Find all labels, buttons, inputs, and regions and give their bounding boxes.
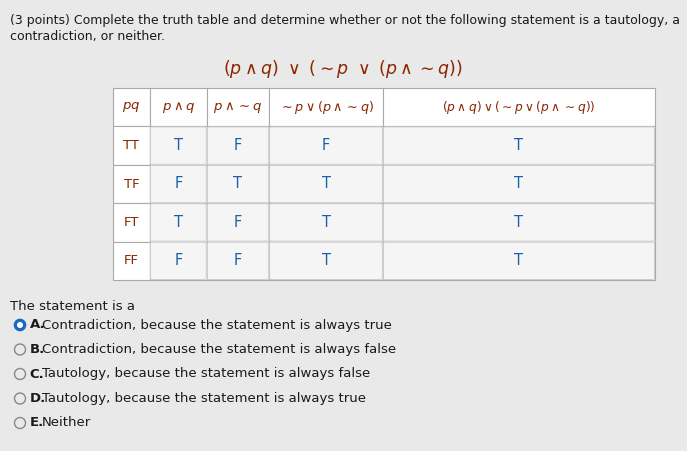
- Bar: [207, 126, 269, 165]
- Text: TF: TF: [124, 178, 139, 190]
- Bar: [269, 203, 383, 242]
- Bar: [383, 88, 655, 126]
- Text: Contradiction, because the statement is always false: Contradiction, because the statement is …: [42, 343, 396, 356]
- FancyBboxPatch shape: [383, 204, 655, 241]
- Text: F: F: [174, 253, 183, 268]
- Text: TT: TT: [124, 139, 139, 152]
- Text: T: T: [234, 176, 243, 192]
- Bar: [383, 242, 655, 280]
- Text: $\sim p \vee (p\wedge \sim q)$: $\sim p \vee (p\wedge \sim q)$: [278, 99, 374, 116]
- Text: T: T: [322, 253, 330, 268]
- FancyBboxPatch shape: [207, 242, 269, 280]
- Text: FF: FF: [124, 254, 139, 267]
- Bar: [269, 165, 383, 203]
- Text: T: T: [174, 138, 183, 153]
- Bar: [113, 165, 150, 203]
- Bar: [207, 165, 269, 203]
- Bar: [150, 126, 207, 165]
- FancyBboxPatch shape: [207, 127, 269, 164]
- Circle shape: [14, 368, 25, 379]
- Bar: [269, 242, 383, 280]
- FancyBboxPatch shape: [383, 242, 655, 280]
- Bar: [150, 165, 207, 203]
- Text: F: F: [174, 176, 183, 192]
- Bar: [207, 242, 269, 280]
- Text: E.: E.: [30, 417, 44, 429]
- Text: $(p \wedge q) \vee (\sim p \vee (p\wedge \sim q))$: $(p \wedge q) \vee (\sim p \vee (p\wedge…: [442, 99, 596, 116]
- Circle shape: [14, 393, 25, 404]
- FancyBboxPatch shape: [150, 166, 206, 202]
- Text: F: F: [234, 253, 242, 268]
- Bar: [207, 88, 269, 126]
- Text: T: T: [515, 176, 523, 192]
- Circle shape: [14, 344, 25, 355]
- FancyBboxPatch shape: [150, 204, 206, 241]
- FancyBboxPatch shape: [269, 127, 383, 164]
- Text: $(p \wedge q)\ \vee\ (\sim p\ \vee\ (p\wedge \sim q))$: $(p \wedge q)\ \vee\ (\sim p\ \vee\ (p\w…: [223, 58, 463, 80]
- Text: (3 points) Complete the truth table and determine whether or not the following s: (3 points) Complete the truth table and …: [10, 14, 680, 27]
- Bar: [383, 126, 655, 165]
- Bar: [113, 242, 150, 280]
- FancyBboxPatch shape: [269, 204, 383, 241]
- Text: $pq$: $pq$: [122, 100, 141, 114]
- Text: T: T: [322, 215, 330, 230]
- Circle shape: [14, 418, 25, 428]
- Text: T: T: [515, 253, 523, 268]
- Text: Tautology, because the statement is always false: Tautology, because the statement is alwa…: [42, 368, 370, 381]
- Text: D.: D.: [30, 392, 46, 405]
- Text: F: F: [234, 215, 242, 230]
- Text: C.: C.: [30, 368, 44, 381]
- Text: T: T: [174, 215, 183, 230]
- FancyBboxPatch shape: [269, 242, 383, 280]
- Text: F: F: [322, 138, 330, 153]
- Circle shape: [14, 319, 25, 331]
- Text: FT: FT: [124, 216, 139, 229]
- Bar: [150, 203, 207, 242]
- Text: Neither: Neither: [42, 417, 91, 429]
- FancyBboxPatch shape: [207, 204, 269, 241]
- Bar: [113, 88, 150, 126]
- Bar: [113, 203, 150, 242]
- Text: Contradiction, because the statement is always true: Contradiction, because the statement is …: [42, 318, 392, 331]
- Bar: [383, 165, 655, 203]
- Circle shape: [18, 322, 22, 327]
- FancyBboxPatch shape: [269, 166, 383, 202]
- FancyBboxPatch shape: [383, 127, 655, 164]
- Bar: [269, 126, 383, 165]
- Text: The statement is a: The statement is a: [10, 300, 135, 313]
- Bar: [207, 203, 269, 242]
- Text: A.: A.: [30, 318, 45, 331]
- Text: T: T: [322, 176, 330, 192]
- FancyBboxPatch shape: [207, 166, 269, 202]
- Text: T: T: [515, 138, 523, 153]
- Bar: [150, 88, 207, 126]
- FancyBboxPatch shape: [150, 127, 206, 164]
- Text: T: T: [515, 215, 523, 230]
- Bar: [150, 242, 207, 280]
- FancyBboxPatch shape: [383, 166, 655, 202]
- Bar: [383, 203, 655, 242]
- Bar: [269, 88, 383, 126]
- FancyBboxPatch shape: [150, 242, 206, 280]
- Text: F: F: [234, 138, 242, 153]
- Text: $p \wedge q$: $p \wedge q$: [161, 100, 195, 115]
- Text: B.: B.: [30, 343, 45, 356]
- Bar: [113, 126, 150, 165]
- Text: Tautology, because the statement is always true: Tautology, because the statement is alwa…: [42, 392, 366, 405]
- Text: $p\wedge \sim q$: $p\wedge \sim q$: [213, 100, 262, 115]
- Text: contradiction, or neither.: contradiction, or neither.: [10, 30, 165, 43]
